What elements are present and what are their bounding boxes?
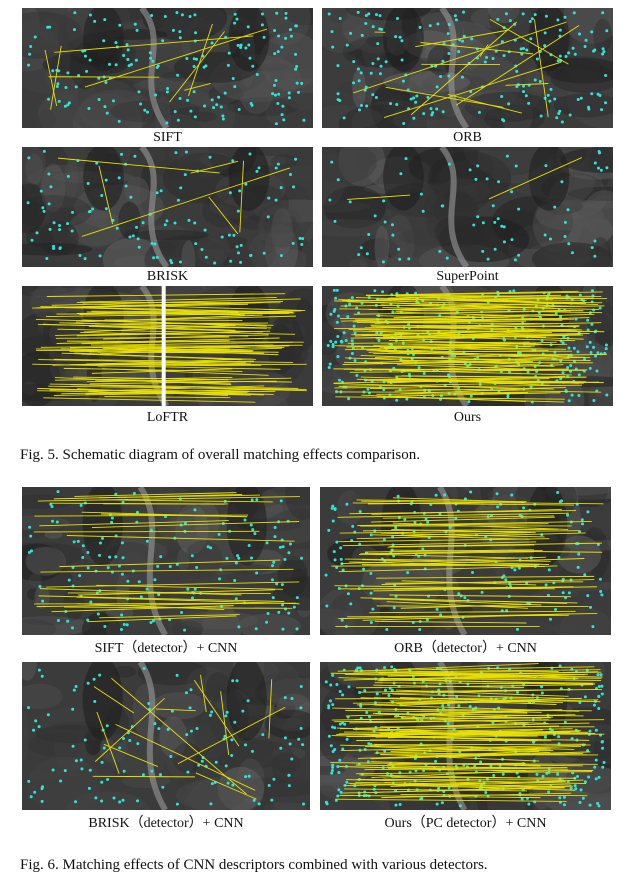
match-image bbox=[22, 147, 313, 267]
match-image bbox=[22, 662, 310, 810]
fig5-panel-sift bbox=[22, 8, 313, 128]
fig6-label-orb-cnn: ORB（detector）+ CNN bbox=[394, 641, 537, 656]
fig5-panel-ours bbox=[322, 286, 613, 406]
fig6-label-ours-cnn: Ours（PC detector）+ CNN bbox=[384, 816, 547, 831]
fig6-panel-brisk-cnn bbox=[22, 662, 310, 810]
match-image bbox=[22, 487, 310, 635]
match-image bbox=[322, 147, 613, 267]
match-image bbox=[322, 8, 613, 128]
fig5-panel-superpoint bbox=[322, 147, 613, 267]
match-image bbox=[22, 286, 313, 406]
fig6-caption: Fig. 6. Matching effects of CNN descript… bbox=[20, 857, 488, 873]
fig5-label-brisk: BRISK bbox=[146, 269, 189, 284]
match-image bbox=[320, 662, 611, 810]
fig6-panel-sift-cnn bbox=[22, 487, 310, 635]
fig5-label-sift: SIFT bbox=[153, 130, 182, 145]
fig5-panel-orb bbox=[322, 8, 613, 128]
fig5-caption: Fig. 5. Schematic diagram of overall mat… bbox=[20, 447, 421, 463]
fig5-label-superpoint: SuperPoint bbox=[436, 269, 499, 284]
fig6-panel-ours-cnn bbox=[320, 662, 611, 810]
fig5-label-orb: ORB bbox=[453, 130, 482, 145]
fig5-panel-loftr bbox=[22, 286, 313, 406]
fig5-label-loftr: LoFTR bbox=[146, 410, 189, 425]
fig6-panel-orb-cnn bbox=[320, 487, 611, 635]
match-image bbox=[320, 487, 611, 635]
match-image bbox=[322, 286, 613, 406]
match-image bbox=[22, 8, 313, 128]
fig6-label-sift-cnn: SIFT（detector）+ CNN bbox=[94, 641, 238, 656]
fig5-panel-brisk bbox=[22, 147, 313, 267]
fig6-label-brisk-cnn: BRISK（detector）+ CNN bbox=[88, 816, 244, 831]
fig5-label-ours: Ours bbox=[453, 410, 482, 425]
